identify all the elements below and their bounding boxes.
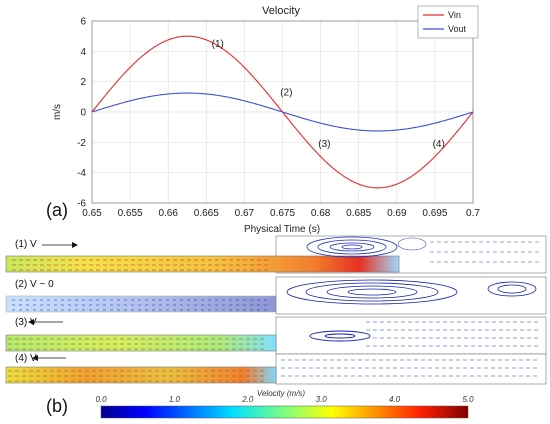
x-tick-label: 0.65 — [82, 208, 102, 219]
flow-panel-3-label: (3) V — [15, 317, 37, 328]
colorbar-tick-labels: 0.0 1.0 2.0 3.0 4.0 5.0 — [95, 395, 474, 404]
x-tick-label: 0.665 — [194, 208, 219, 219]
y-tick-label: 4 — [80, 47, 86, 58]
y-tick-label: -2 — [77, 138, 86, 149]
colorbar-gradient — [100, 405, 469, 419]
x-tick-label: 0.66 — [158, 208, 178, 219]
x-tick-label: 0.69 — [387, 208, 407, 219]
arrow-left-icon — [28, 319, 63, 325]
colorbar-tick-label: 2.0 — [241, 395, 254, 404]
colorbar-tick-label: 0.0 — [95, 395, 107, 404]
legend-label-vout: Vout — [448, 24, 467, 34]
panel-label-a: (a) — [46, 200, 68, 220]
chart-title: Velocity — [262, 5, 300, 17]
flow-panel-3: (3) V — [5, 316, 547, 355]
arrow-left-icon — [32, 355, 66, 361]
channel-field — [5, 295, 277, 313]
chart-annotation: (4) — [433, 139, 445, 150]
channel-field — [5, 255, 400, 273]
colorbar: Velocity (m/s) 0.0 1.0 2.0 3.0 4.0 5.0 — [95, 389, 474, 419]
colorbar-tick-label: 5.0 — [462, 395, 474, 404]
flow-panels: (1) V (2) V ~ 0 — [5, 235, 547, 416]
chart-legend: Vin Vout — [417, 5, 479, 39]
chart-series — [91, 35, 474, 189]
outlet-chamber — [275, 353, 547, 385]
x-tick-label: 0.695 — [422, 208, 447, 219]
legend-label-vin: Vin — [448, 10, 461, 20]
y-tick-label: -6 — [77, 199, 86, 210]
flow-panel-1: (1) V — [5, 235, 547, 274]
x-axis-label: Physical Time (s) — [244, 224, 320, 235]
velocity-vectors — [8, 359, 537, 382]
y-tick-label: 0 — [80, 108, 86, 119]
flow-panel-4: (4) V — [5, 353, 547, 385]
arrow-right-icon — [42, 242, 78, 248]
velocity-vectors — [12, 299, 267, 311]
flow-panel-2: (2) V ~ 0 — [5, 276, 547, 315]
legend-box — [417, 5, 479, 39]
flow-panel-1-label: (1) V — [15, 239, 37, 250]
x-tick-label: 0.685 — [346, 208, 371, 219]
y-tick-label: 2 — [80, 77, 86, 88]
channel-field — [5, 366, 277, 384]
flow-panel-2-label: (2) V ~ 0 — [15, 279, 54, 290]
velocity-vectors — [12, 241, 539, 271]
x-tick-label: 0.675 — [270, 208, 295, 219]
x-tick-label: 0.655 — [118, 208, 143, 219]
velocity-vectors — [8, 321, 538, 350]
x-tick-label: 0.68 — [311, 208, 331, 219]
colorbar-tick-label: 4.0 — [389, 395, 401, 404]
vortex-region — [286, 279, 537, 305]
x-tick-label: 0.67 — [235, 208, 255, 219]
vortex-region — [306, 236, 427, 258]
colorbar-tick-label: 1.0 — [169, 395, 181, 404]
chart-annotation: (3) — [318, 139, 330, 150]
x-tick-label: 0.7 — [466, 208, 480, 219]
chart-annotations: (1) (2) (3) (4) — [212, 39, 445, 150]
y-tick-labels: -6 -4 -2 0 2 4 6 — [77, 17, 86, 210]
colorbar-tick-label: 3.0 — [316, 395, 328, 404]
panel-label-b: (b) — [46, 396, 68, 416]
colorbar-title: Velocity (m/s) — [257, 389, 305, 398]
flow-panel-4-label: (4) V — [15, 353, 37, 364]
x-tick-labels: 0.65 0.655 0.66 0.665 0.67 0.675 0.68 0.685 0.69… — [82, 208, 480, 219]
y-tick-label: 6 — [80, 17, 86, 28]
chart-annotation: (1) — [212, 39, 224, 50]
outlet-chamber — [275, 316, 547, 355]
channel-field — [5, 334, 277, 352]
series-line-vout — [91, 92, 474, 132]
vortex-region — [309, 330, 371, 342]
chart-annotation: (2) — [280, 87, 292, 98]
y-tick-label: -4 — [77, 168, 86, 179]
y-axis-label: m/s — [52, 104, 63, 120]
